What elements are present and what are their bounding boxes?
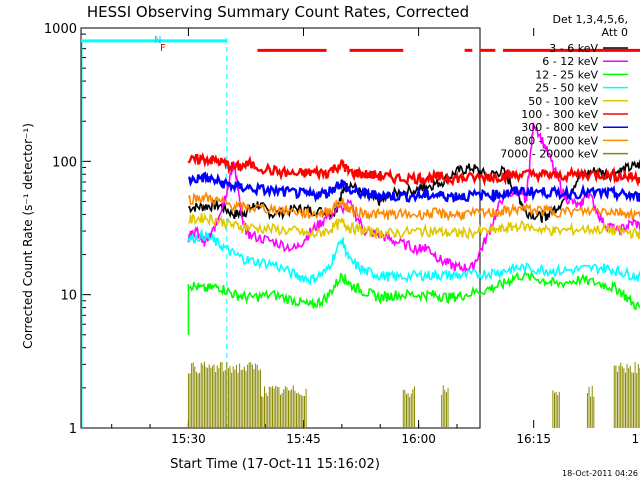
- legend-label-7: 800 - 7000 keV: [514, 134, 598, 147]
- legend-label-8: 7000 - 20000 keV: [500, 148, 598, 161]
- legend-label-0: 3 - 6 keV: [549, 42, 598, 55]
- legend-header-line-1: Det 1,3,4,5,6,: [552, 13, 628, 26]
- y-tick-label-2: 100: [52, 155, 77, 170]
- x-tick-label-4: 16:30: [632, 432, 640, 446]
- generation-timestamp: 18-Oct-2011 04:26: [562, 469, 638, 478]
- series-line-0: [187, 159, 640, 223]
- series-line-2: [188, 270, 640, 311]
- y-tick-label-0: 1: [69, 422, 77, 437]
- legend-label-2: 12 - 25 keV: [535, 68, 598, 81]
- series-line-3: [187, 228, 640, 287]
- series-line-5: [187, 152, 640, 188]
- x-tick-label-2: 16:00: [401, 432, 436, 446]
- series-line-7: [187, 190, 640, 222]
- x-tick-label-0: 15:30: [171, 432, 206, 446]
- y-tick-label-1: 10: [60, 289, 77, 304]
- f-marker-label: F: [160, 43, 166, 54]
- legend-header-line-2: Att 0: [602, 26, 628, 39]
- plot-frame: [80, 27, 481, 429]
- legend-label-3: 25 - 50 keV: [535, 82, 598, 95]
- legend-label-1: 6 - 12 keV: [542, 55, 598, 68]
- x-axis-label: Start Time (17-Oct-11 15:16:02): [170, 457, 380, 472]
- series-line-6: [187, 171, 640, 204]
- y-tick-label-3: 1000: [44, 22, 77, 37]
- chart-title: HESSI Observing Summary Count Rates, Cor…: [87, 3, 469, 21]
- series-line-4: [188, 212, 640, 240]
- x-tick-label-3: 16:15: [516, 432, 551, 446]
- legend-label-5: 100 - 300 keV: [521, 108, 598, 121]
- n-marker-label: N: [154, 35, 161, 46]
- y-axis-label: Corrected Count Rate (s⁻¹ detector⁻¹): [21, 123, 35, 349]
- x-tick-label-1: 15:45: [286, 432, 321, 446]
- legend-label-6: 300 - 800 keV: [521, 121, 598, 134]
- legend-label-4: 50 - 100 keV: [528, 95, 598, 108]
